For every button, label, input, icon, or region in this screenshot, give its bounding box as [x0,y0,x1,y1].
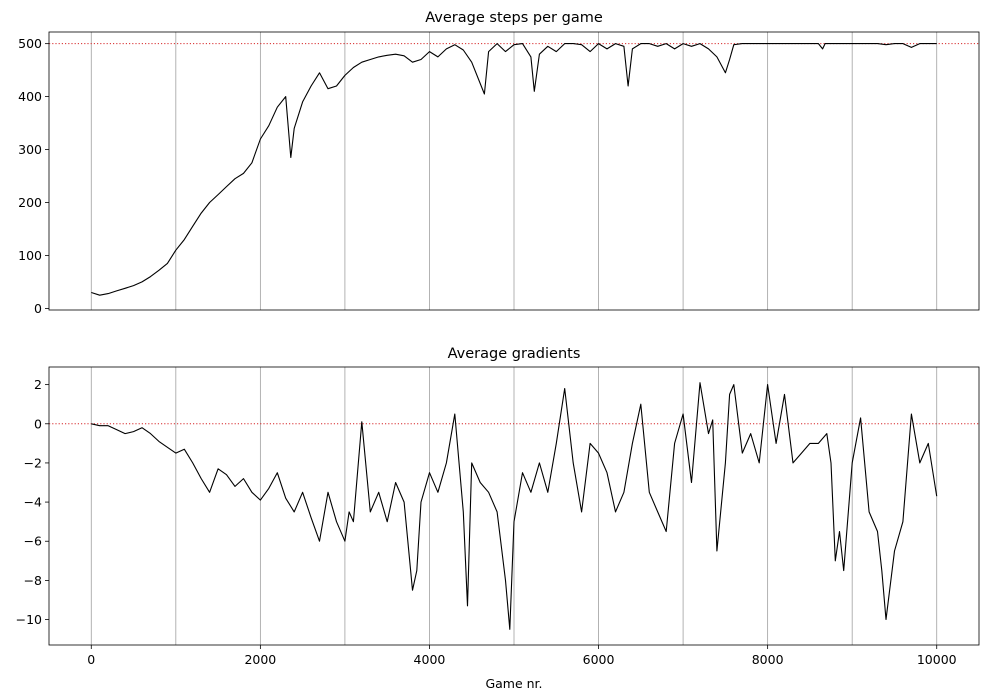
series-line [91,43,937,296]
chart-average-gradients: Average gradients −10 −8 −6 −4 −2 0 2 0 2000 400… [16,346,980,691]
vertical-grid [90,32,938,310]
axes-frame [48,31,980,311]
x-axis-label: Game nr. [485,676,542,691]
y-axis: 0 100 200 300 400 500 [18,36,49,316]
x-tick-label: 0 [87,652,95,667]
axes-frame [48,366,980,646]
y-tick-label: 100 [18,248,42,263]
series-line-0 [91,43,937,296]
x-tick-label: 4000 [414,652,446,667]
y-tick-label: 0 [34,416,42,431]
y-tick-label: 0 [34,301,42,316]
y-tick-label: −2 [24,455,42,470]
y-tick-label: 300 [18,142,42,157]
y-tick-label: −8 [24,573,42,588]
x-tick-label: 2000 [244,652,276,667]
y-tick-label: −10 [16,612,42,627]
x-axis: 0 2000 4000 6000 8000 10000 [87,645,957,667]
series-line-0 [91,382,938,630]
y-tick-label: −4 [24,495,42,510]
chart-title: Average gradients [448,346,581,362]
chart-title: Average steps per game [425,10,603,26]
y-axis: −10 −8 −6 −4 −2 0 2 [16,377,49,627]
y-tick-label: 500 [18,36,42,51]
x-tick-label: 10000 [917,652,957,667]
y-tick-label: 2 [34,377,42,392]
y-tick-label: 400 [18,89,42,104]
vertical-grid [90,367,938,645]
y-tick-label: 200 [18,195,42,210]
x-tick-label: 8000 [752,652,784,667]
x-tick-label: 6000 [583,652,615,667]
y-tick-label: −6 [24,534,42,549]
chart-steps-per-game: Average steps per game 0 100 200 300 400 500 [18,10,980,316]
series-line [91,382,938,630]
